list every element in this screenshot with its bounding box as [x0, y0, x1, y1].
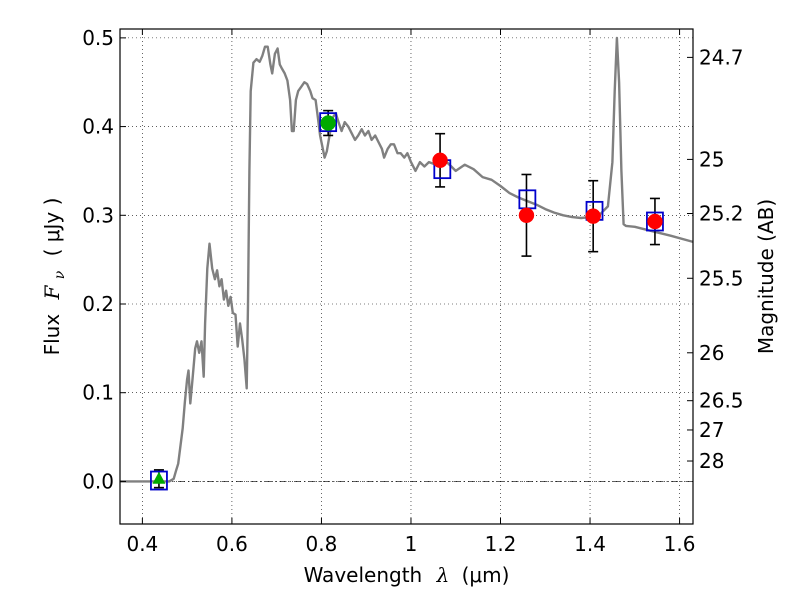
x-axis-label-symbol: λ — [436, 563, 450, 587]
y-tick-label: 0.2 — [82, 292, 114, 316]
y-axis-label-text: Flux — [40, 314, 64, 356]
x-tick-label: 1.6 — [664, 532, 696, 556]
y-axis-label-symbol: F — [40, 284, 64, 300]
y2-axis-label: Magnitude (AB) — [754, 199, 778, 354]
observed-point-red — [432, 152, 448, 169]
model-photometry-square — [150, 470, 168, 491]
y-axis-label-subscript: ν — [52, 270, 68, 279]
y-tick-label: 0.1 — [82, 381, 114, 405]
y2-tick-label: 28 — [699, 449, 724, 473]
x-axis-label-text: Wavelength — [304, 563, 423, 587]
upper-limit-triangle — [152, 471, 166, 484]
y-tick-label: 0.4 — [82, 115, 114, 139]
sed-series — [120, 36, 694, 483]
plot-frame — [119, 28, 694, 525]
y-tick-label: 0.0 — [82, 469, 114, 493]
y-axis-label: Flux F ν ( μJy ) — [40, 198, 69, 356]
x-tick-label: 1.4 — [574, 532, 606, 556]
observed-point-red — [518, 207, 535, 224]
y2-tick-label: 25.5 — [699, 266, 744, 290]
x-tick-label: 0.6 — [216, 532, 248, 556]
grid-lines — [120, 29, 693, 524]
x-tick-label: 0.4 — [126, 532, 158, 556]
x-axis-label: Wavelength λ (μm) — [304, 563, 510, 587]
x-tick-label: 1 — [405, 532, 418, 556]
model-photometry-square — [646, 211, 664, 232]
y-tick-label: 0.5 — [82, 26, 114, 50]
y2-tick-label: 26 — [699, 341, 724, 365]
y2-tick-label: 25 — [699, 147, 724, 171]
x-axis-label-unit: (μm) — [462, 563, 510, 587]
y-axis-ticks: 0.0 0.1 0.2 0.3 0.4 0.5 — [82, 26, 126, 493]
data-markers — [150, 112, 664, 491]
observed-point-green — [320, 115, 336, 131]
y2-tick-label: 25.2 — [699, 202, 744, 226]
y2-tick-label: 24.7 — [699, 45, 744, 69]
y2-tick-label: 27 — [699, 418, 724, 442]
observed-point-red — [585, 208, 601, 224]
model-photometry-square — [319, 112, 338, 133]
y2-tick-label: 26.5 — [699, 389, 744, 413]
observed-point-red — [647, 213, 663, 230]
sed-model-line — [120, 36, 694, 483]
x-axis-ticks: 0.4 0.6 0.8 1 1.2 1.4 1.6 — [126, 29, 695, 556]
y-axis-label-unit: ( μJy ) — [40, 198, 64, 257]
x-tick-label: 1.2 — [485, 532, 517, 556]
y-tick-label: 0.3 — [82, 203, 114, 227]
y2-axis-ticks: 24.7 25 25.2 25.5 26 26.5 27 28 — [687, 45, 744, 473]
x-tick-label: 0.8 — [306, 532, 338, 556]
